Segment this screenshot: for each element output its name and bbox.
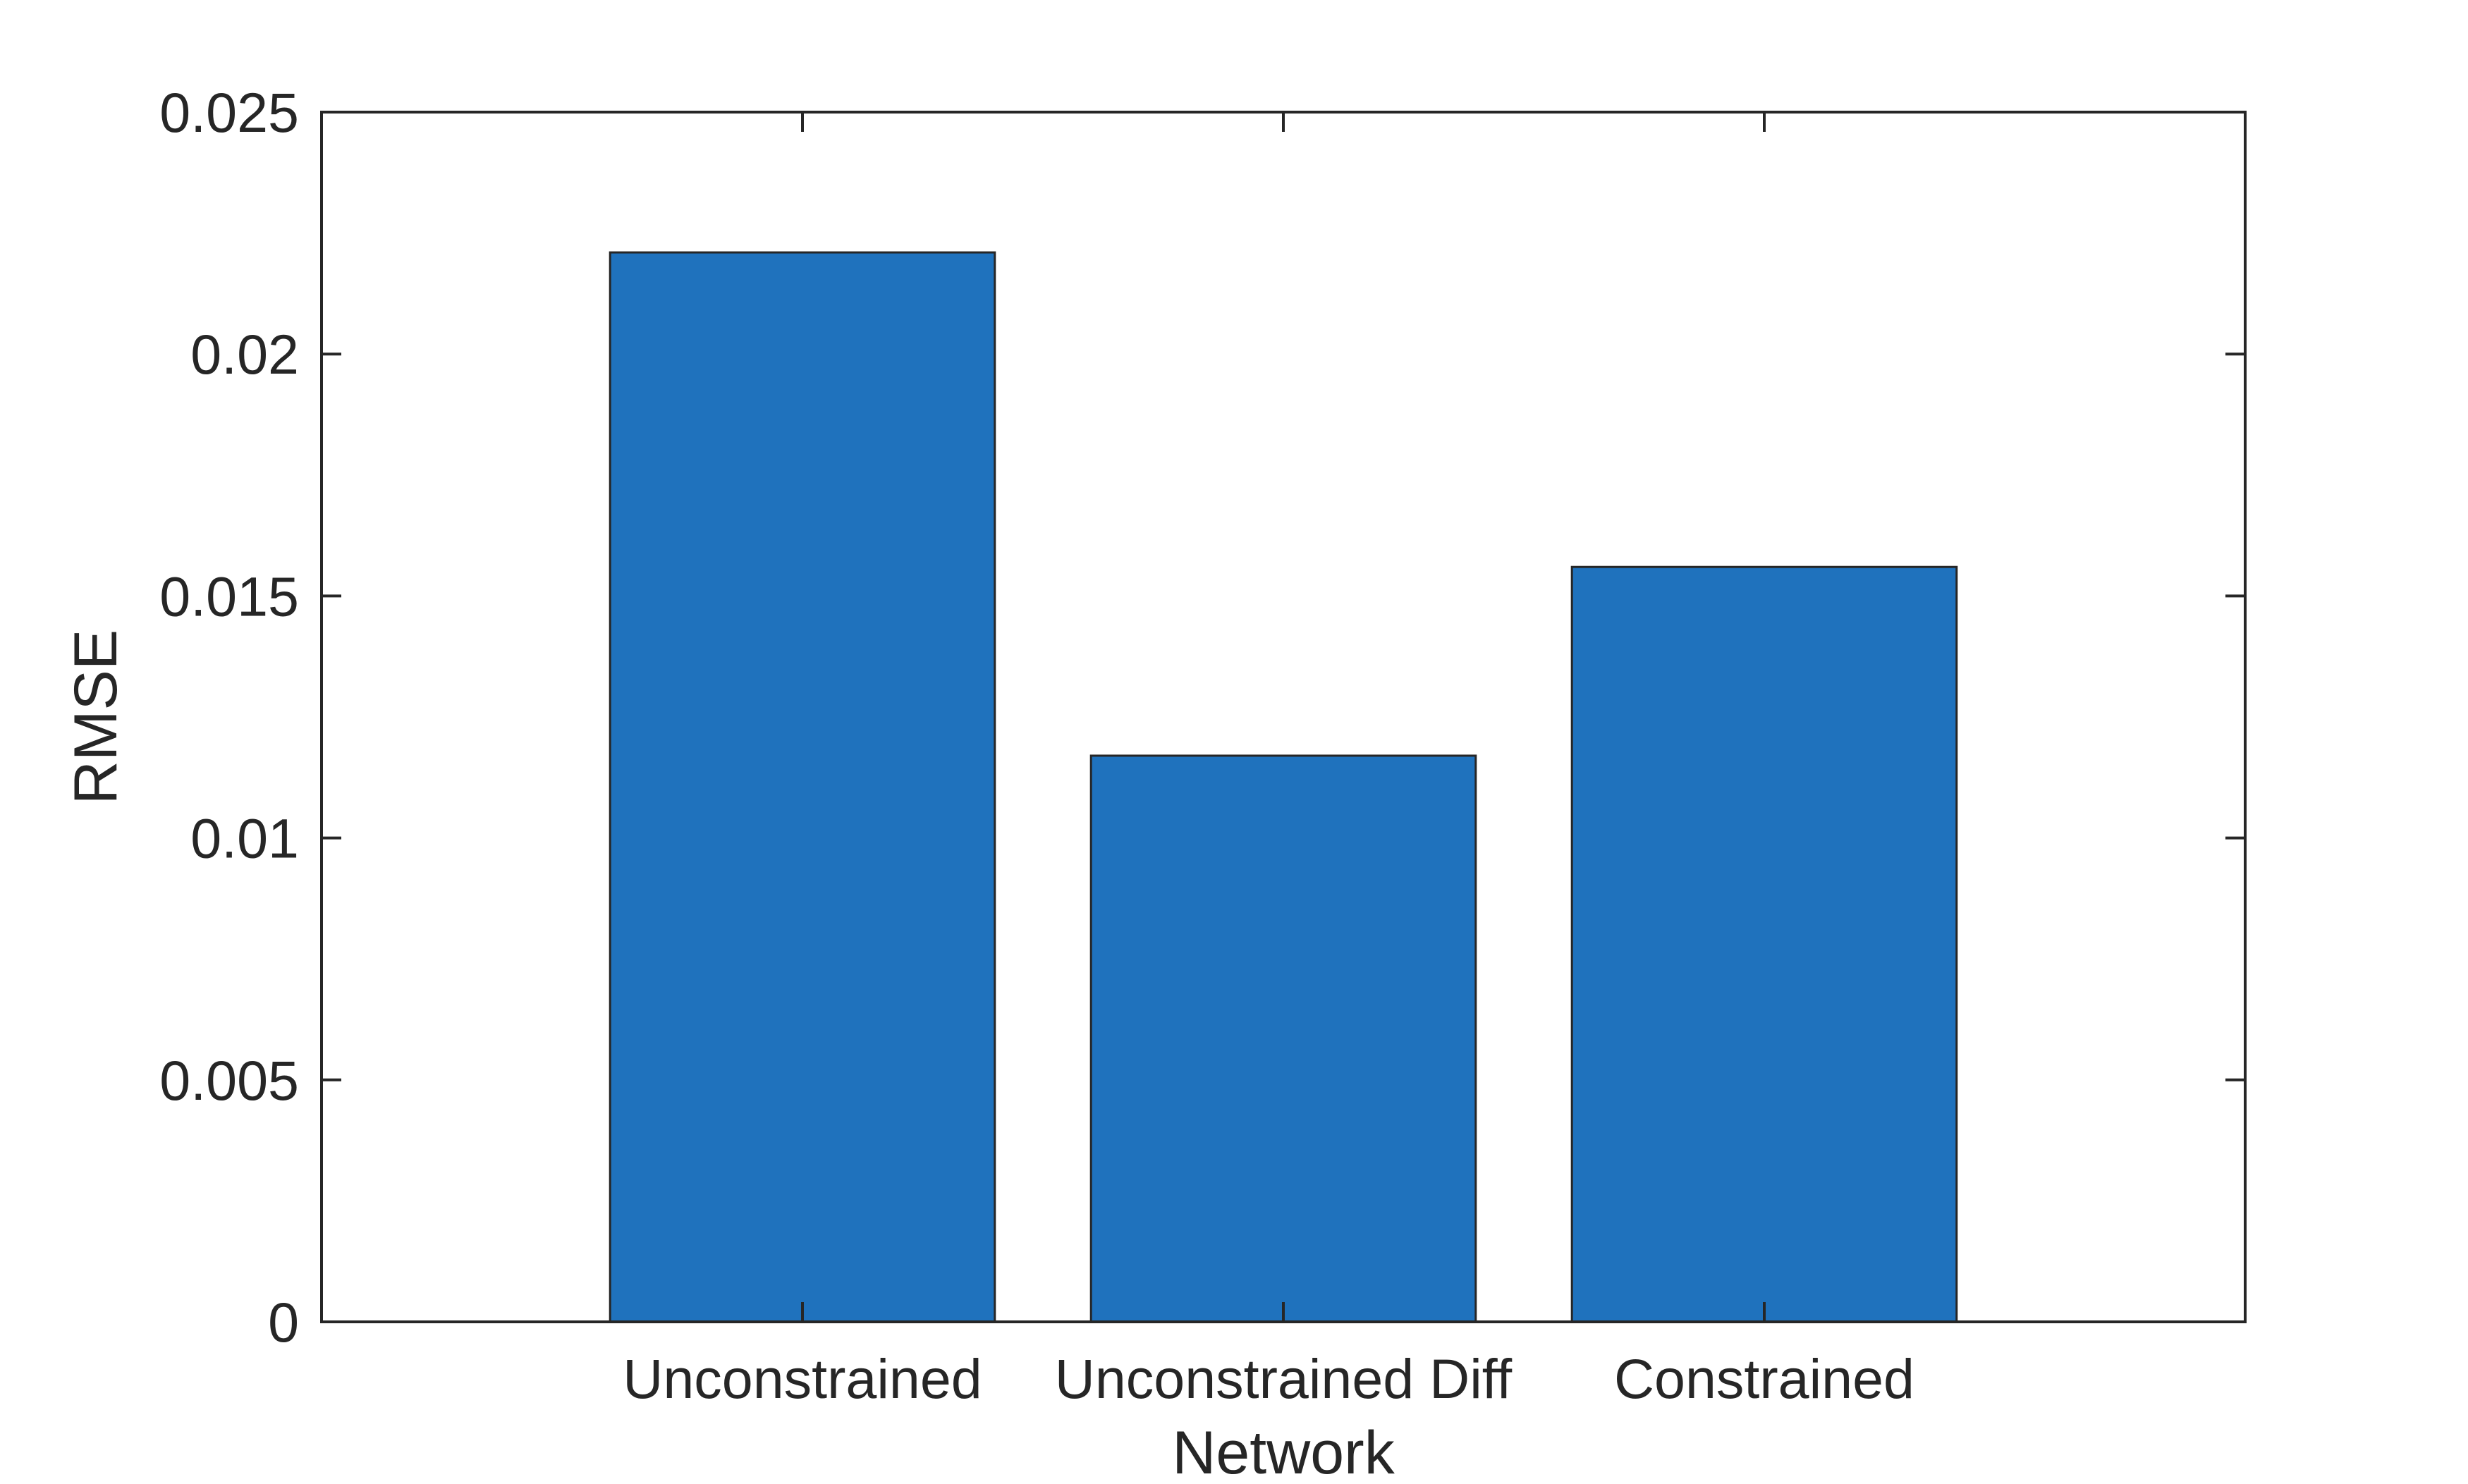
y-tick-label: 0.02 [190,323,299,386]
bar-unconstrained-diff [1089,754,1477,1323]
y-axis-label: RMSE [62,630,130,804]
y-tick-labels: 0 0.005 0.01 0.015 0.02 0.025 [159,81,299,1354]
ticks-layer [322,111,2245,1323]
bar-unconstrained [609,251,996,1323]
y-tick-label: 0.015 [159,565,299,627]
x-tick-labels: Unconstrained Unconstrained Diff Constrain… [623,1347,1914,1410]
bar-constrained [1570,565,1958,1323]
x-tick-label: Unconstrained Diff [1055,1347,1513,1410]
y-tick-label: 0.005 [159,1049,299,1112]
x-axis-label: Network [1172,1419,1395,1484]
bars-layer [609,251,1958,1323]
y-tick-label: 0.025 [159,81,299,144]
x-tick-label: Unconstrained [623,1347,982,1410]
x-tick-label: Constrained [1614,1347,1914,1410]
y-tick-label: 0.01 [190,807,299,870]
y-tick-label: 0 [268,1291,299,1354]
